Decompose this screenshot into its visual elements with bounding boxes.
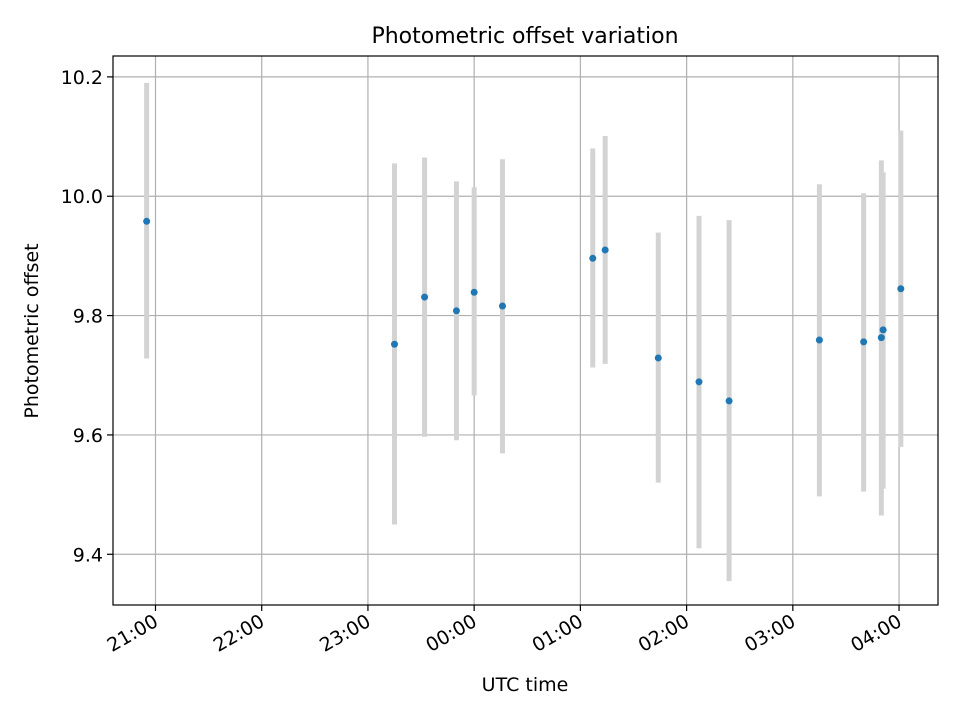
data-point [143, 217, 151, 225]
data-point [390, 340, 398, 348]
y-axis: 9.4 9.6 9.8 10.0 10.2 [61, 67, 113, 566]
x-axis-label: UTC time [482, 674, 569, 696]
data-point [452, 307, 460, 315]
data-points [143, 217, 905, 405]
data-point [601, 246, 609, 254]
data-point [860, 338, 868, 346]
data-point [897, 285, 905, 293]
y-axis-label: Photometric offset [21, 243, 43, 418]
data-point [877, 334, 885, 342]
data-point [695, 378, 703, 386]
plot-frame [112, 55, 939, 606]
data-point [654, 354, 662, 362]
data-point [498, 302, 506, 310]
y-tick-label: 9.8 [73, 306, 103, 328]
data-point [879, 326, 887, 334]
y-tick-label: 9.6 [73, 425, 103, 447]
y-tick-label: 10.0 [61, 186, 103, 208]
y-tick-label: 10.2 [61, 67, 103, 89]
data-point [421, 293, 429, 301]
y-tick-label: 9.4 [73, 544, 103, 566]
data-point [725, 397, 733, 405]
data-point [470, 288, 478, 296]
chart-title: Photometric offset variation [371, 24, 678, 49]
data-point [589, 254, 597, 262]
data-point [815, 336, 823, 344]
